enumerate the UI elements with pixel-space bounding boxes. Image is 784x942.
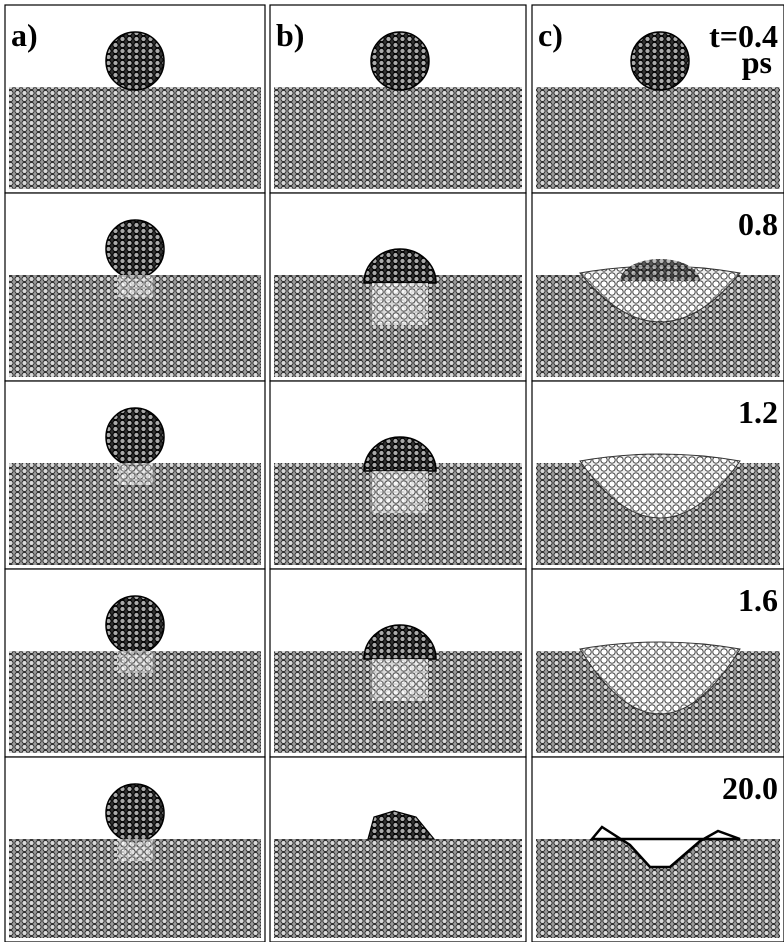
cluster bbox=[371, 32, 429, 90]
cluster bbox=[106, 408, 164, 466]
time-label: 0.8 bbox=[738, 206, 778, 242]
cluster bbox=[106, 784, 164, 842]
cluster bbox=[631, 32, 689, 90]
time-label: 1.2 bbox=[738, 394, 778, 430]
substrate bbox=[274, 839, 522, 938]
substrate bbox=[9, 87, 261, 189]
substrate bbox=[274, 87, 522, 189]
cluster bbox=[106, 220, 164, 278]
disturbed bbox=[372, 283, 428, 325]
time-label: 20.0 bbox=[722, 770, 778, 806]
disturbed bbox=[117, 839, 153, 861]
substrate bbox=[536, 87, 780, 189]
disturbed bbox=[117, 651, 153, 673]
time-unit: ps bbox=[742, 44, 772, 80]
column-label: c) bbox=[538, 17, 563, 53]
cluster bbox=[106, 596, 164, 654]
cluster bbox=[106, 32, 164, 90]
time-label: 1.6 bbox=[738, 582, 778, 618]
disturbed bbox=[117, 275, 153, 297]
figure: a)b)c)t=0.4ps0.81.21.620.0 bbox=[0, 0, 784, 942]
column-label: a) bbox=[11, 17, 38, 53]
disturbed bbox=[117, 463, 153, 485]
column-label: b) bbox=[276, 17, 304, 53]
disturbed bbox=[372, 659, 428, 701]
disturbed bbox=[372, 471, 428, 513]
